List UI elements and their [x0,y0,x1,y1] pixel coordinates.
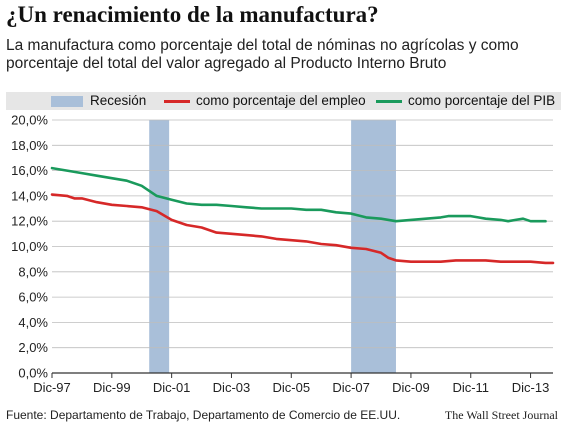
y-tick-label: 0,0% [18,366,48,381]
legend-label-recession: Recesión [90,93,147,108]
x-tick-label: Dic-11 [452,380,489,395]
x-tick-label: Dic-09 [392,380,430,395]
chart-title: ¿Un renacimiento de la manufactura? [6,2,379,27]
x-tick-label: Dic-03 [213,380,251,395]
legend-swatch-gdp [376,100,402,103]
x-tick-label: Dic-13 [512,380,550,395]
publisher-credit: The Wall Street Journal [444,408,558,422]
x-tick-label: Dic-99 [93,380,131,395]
y-tick-label: 20,0% [11,113,48,128]
y-tick-label: 6,0% [18,290,48,305]
legend-swatch-recession [51,96,83,107]
x-tick-label: Dic-97 [33,380,71,395]
series-line-employment [50,193,555,265]
y-tick-label: 18,0% [11,138,48,153]
y-tick-label: 2,0% [18,340,48,355]
legend: Recesión como porcentaje del empleo como… [6,92,561,110]
y-tick-label: 10,0% [11,239,48,254]
y-tick-label: 12,0% [11,214,48,229]
x-tick-label: Dic-07 [332,380,370,395]
legend-swatch-employment [164,100,190,103]
y-tick-label: 16,0% [11,163,48,178]
series-line-gdp [50,166,547,223]
x-tick-label: Dic-05 [272,380,310,395]
x-tick-label: Dic-01 [153,380,191,395]
y-tick-label: 8,0% [18,264,48,279]
y-tick-label: 14,0% [11,188,48,203]
legend-label-gdp: como porcentaje del PIB [408,93,556,108]
legend-label-employment: como porcentaje del empleo [196,93,366,108]
source-note: Fuente: Departamento de Trabajo, Departa… [6,408,401,422]
chart-subtitle: La manufactura como porcentaje del total… [6,37,519,72]
y-tick-label: 4,0% [18,315,48,330]
